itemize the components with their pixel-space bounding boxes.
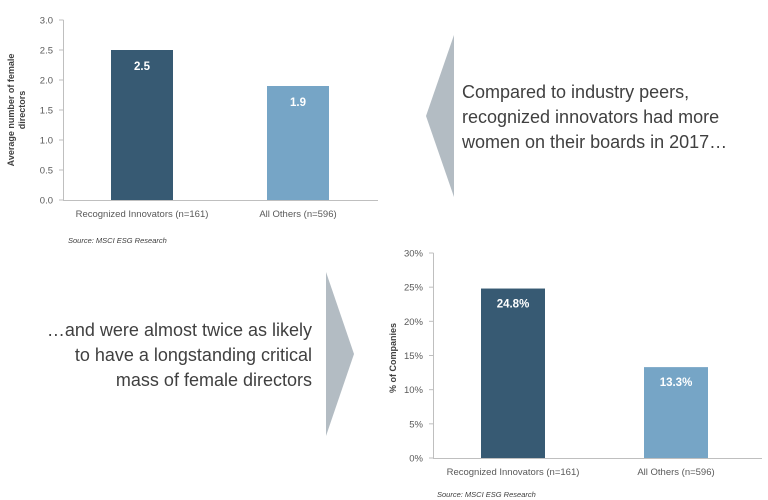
c1-category-label: Recognized Innovators (n=161) bbox=[76, 209, 209, 220]
c1-data-label: 2.5 bbox=[134, 61, 151, 73]
c2-data-label: 24.8% bbox=[497, 299, 530, 311]
callout-bottom-line-3: mass of female directors bbox=[115, 370, 312, 390]
c2-ytick-label: 25% bbox=[404, 283, 424, 294]
c2-ytick-label: 30% bbox=[404, 249, 424, 260]
c2-data-label: 13.3% bbox=[660, 377, 693, 389]
c1-ytick-label: 2.0 bbox=[40, 76, 53, 87]
chart-2-source: Source: MSCI ESG Research bbox=[437, 490, 536, 499]
callout-bottom-line-2: to have a longstanding critical bbox=[74, 345, 312, 365]
callout-top-line-2: recognized innovators had more bbox=[462, 107, 720, 127]
callout-top-line-3: women on their boards in 2017… bbox=[462, 132, 728, 152]
c1-ytick-label: 0.5 bbox=[40, 166, 53, 177]
c1-ytick-label: 2.5 bbox=[40, 46, 53, 57]
c1-bar bbox=[111, 50, 173, 200]
c2-category-label: Recognized Innovators (n=161) bbox=[447, 467, 580, 478]
c1-bar bbox=[267, 86, 329, 200]
c1-ytick-label: 1.5 bbox=[40, 106, 53, 117]
c2-ytick-label: 15% bbox=[404, 351, 424, 362]
chart-1-ylabel-line-1: Average number of female bbox=[6, 54, 16, 167]
right-pointing-arrow-icon bbox=[326, 272, 354, 436]
c2-ytick-label: 5% bbox=[409, 419, 423, 430]
c2-ytick-label: 0% bbox=[409, 454, 423, 465]
callout-top-line-1: Compared to industry peers, bbox=[462, 82, 690, 102]
callout-bottom: …and were almost twice as likely to have… bbox=[30, 318, 312, 393]
chart-1-ylabel-line-2: directors bbox=[17, 91, 27, 130]
c1-data-label: 1.9 bbox=[290, 97, 306, 109]
c1-ytick-label: 0.0 bbox=[40, 196, 53, 207]
c2-bar bbox=[481, 288, 545, 458]
c1-ytick-label: 1.0 bbox=[40, 136, 53, 147]
c1-category-label: All Others (n=596) bbox=[259, 209, 336, 220]
c1-ytick-label: 3.0 bbox=[40, 16, 53, 27]
c2-category-label: All Others (n=596) bbox=[637, 467, 714, 478]
chart-1-ylabel: Average number of female directors bbox=[6, 54, 27, 167]
c2-bar bbox=[644, 367, 708, 458]
c2-ytick-label: 20% bbox=[404, 317, 424, 328]
callout-top: Compared to industry peers, recognized i… bbox=[462, 80, 727, 155]
callout-bottom-line-1: …and were almost twice as likely bbox=[46, 320, 312, 340]
chart-2-ylabel: % of Companies bbox=[388, 323, 398, 393]
chart-1-source: Source: MSCI ESG Research bbox=[68, 236, 167, 245]
left-pointing-arrow-icon bbox=[426, 35, 454, 197]
chart-1: Average number of female directors 0.0 0.… bbox=[6, 16, 378, 220]
chart-2: % of Companies 0% 5% 10% 15% 20% 25% 30% 24.8%… bbox=[388, 249, 762, 478]
c2-ytick-label: 10% bbox=[404, 385, 424, 396]
